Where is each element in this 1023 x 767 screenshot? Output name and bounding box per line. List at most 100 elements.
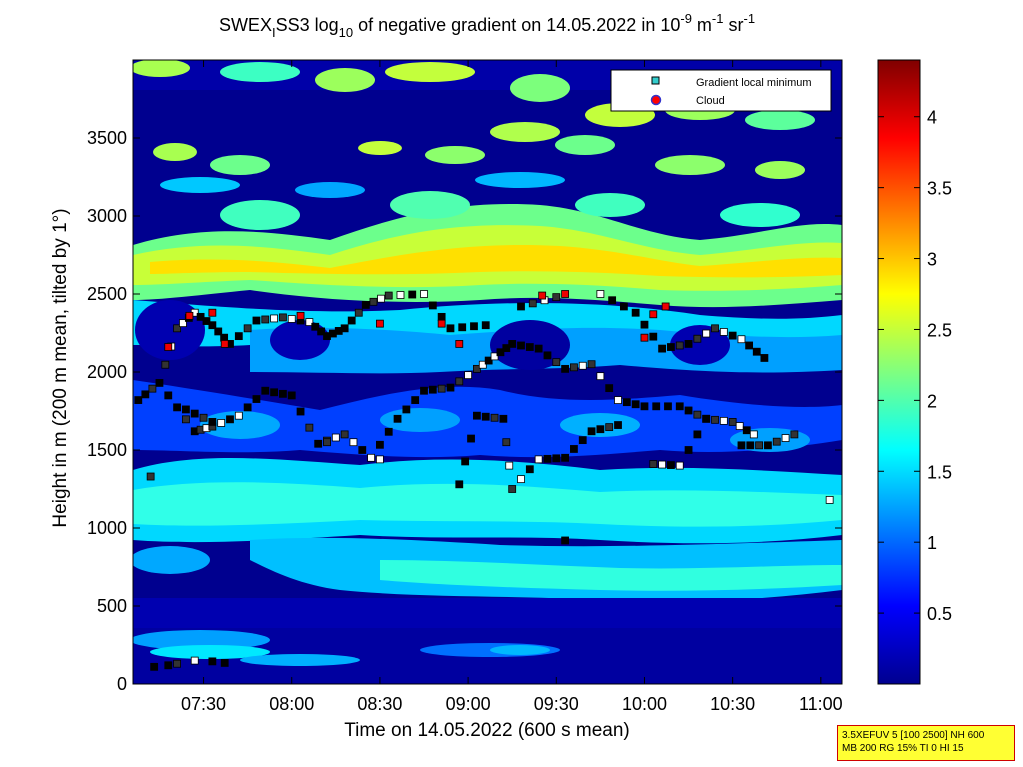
gradient-minimum-marker (141, 390, 150, 399)
gradient-minimum-marker (790, 430, 799, 439)
title-sub-10: 10 (339, 25, 353, 40)
gradient-minimum-marker (640, 320, 649, 329)
gradient-minimum-marker (396, 291, 405, 299)
gradient-minimum-marker (252, 316, 261, 325)
colorbar-tick-label: 2 (927, 391, 937, 411)
gradient-minimum-marker (745, 341, 754, 350)
chart-title: SWEXISS3 log10 of negative gradient on 1… (219, 11, 755, 40)
gradient-minimum-marker (411, 396, 420, 404)
gradient-minimum-marker (458, 323, 467, 332)
gradient-minimum-marker (772, 437, 781, 446)
gradient-minimum-marker (473, 411, 481, 420)
gradient-minimum-marker (728, 418, 737, 426)
gradient-minimum-marker (711, 324, 719, 333)
gradient-minimum-marker (719, 328, 728, 336)
title-exp1: -9 (680, 11, 692, 26)
x-tick-label: 09:30 (534, 694, 579, 714)
title-mid: SS3 log (276, 15, 339, 35)
gradient-minimum-marker (702, 414, 711, 423)
gradient-minimum-marker (552, 293, 561, 302)
gradient-minimum-marker (496, 348, 505, 357)
gradient-minimum-marker (658, 460, 667, 469)
gradient-minimum-marker (420, 386, 428, 395)
gradient-minimum-marker (437, 384, 446, 393)
legend-box (610, 69, 832, 112)
gradient-minimum-marker (508, 485, 517, 493)
gradient-minimum-marker (525, 465, 534, 474)
y-tick-label: 3000 (87, 206, 127, 226)
gradient-minimum-marker (196, 312, 205, 321)
gradient-minimum-marker (164, 661, 173, 670)
gradient-minimum-marker (622, 398, 631, 407)
gradient-minimum-marker (578, 361, 587, 370)
cloud-marker (561, 290, 570, 298)
title-sub-i: I (272, 25, 276, 40)
gradient-minimum-marker (252, 395, 261, 403)
gradient-minimum-marker (164, 391, 173, 400)
gradient-minimum-marker (619, 302, 628, 311)
gradient-minimum-marker (190, 409, 199, 418)
title-post: of negative gradient on 14.05.2022 in 10 (353, 15, 680, 35)
gradient-minimum-marker (702, 329, 711, 338)
title-unit2: sr (723, 15, 743, 35)
gradient-minimum-marker (517, 341, 525, 350)
gradient-minimum-marker (825, 496, 834, 504)
x-tick-label: 07:30 (181, 694, 226, 714)
gradient-minimum-marker (561, 536, 570, 545)
gradient-minimum-marker (349, 438, 358, 447)
gradient-minimum-marker (287, 391, 296, 400)
gradient-minimum-marker (305, 423, 314, 432)
gradient-minimum-marker (693, 334, 702, 343)
y-tick-label: 2000 (87, 362, 127, 382)
gradient-minimum-marker (684, 446, 693, 454)
gradient-minimum-marker (552, 454, 561, 463)
gradient-minimum-marker (631, 400, 640, 409)
heatmap-surface-layer (133, 598, 842, 684)
legend-marker-minimum (651, 76, 660, 85)
y-tick-label: 1000 (87, 518, 127, 538)
gradient-minimum-marker (502, 438, 511, 447)
gradient-minimum-marker (605, 384, 614, 393)
gradient-minimum-marker (261, 386, 270, 395)
gradient-minimum-marker (640, 402, 649, 411)
gradient-minimum-marker (649, 460, 658, 468)
gradient-minimum-marker (455, 377, 464, 386)
gradient-minimum-marker (587, 427, 596, 436)
x-axis: 07:30 08:00 08:30 09:00 09:30 10:00 10:30 11:00 (181, 60, 843, 714)
gradient-minimum-marker (243, 403, 252, 412)
gradient-minimum-marker (261, 315, 270, 324)
gradient-minimum-marker (667, 461, 675, 469)
cloud-marker (640, 333, 649, 342)
gradient-minimum-marker (134, 396, 143, 404)
gradient-minimum-marker (517, 302, 525, 311)
gradient-minimum-marker (481, 321, 490, 330)
y-axis-label: Height in m (200 m mean, tilted by 1°) (50, 208, 71, 527)
gradient-minimum-marker (675, 402, 684, 411)
gradient-minimum-marker (179, 319, 187, 328)
gradient-minimum-marker (478, 360, 487, 369)
colorbar-tick-label: 1.5 (927, 462, 952, 482)
x-axis-label: Time on 14.05.2022 (600 s mean) (344, 720, 630, 741)
gradient-minimum-marker (528, 299, 537, 308)
gradient-minimum-marker (437, 312, 446, 321)
cloud-marker (455, 340, 464, 348)
gradient-minimum-marker (173, 403, 181, 412)
gradient-minimum-marker (464, 371, 472, 380)
y-tick-label: 1500 (87, 440, 127, 460)
gradient-minimum-marker (675, 461, 684, 470)
x-tick-label: 08:30 (357, 694, 402, 714)
gradient-minimum-marker (693, 410, 702, 419)
gradient-minimum-marker (376, 440, 384, 449)
y-tick-label: 3500 (87, 128, 127, 148)
y-tick-label: 500 (97, 596, 127, 616)
gradient-minimum-marker (173, 659, 181, 668)
gradient-minimum-marker (561, 453, 570, 462)
gradient-minimum-marker (517, 475, 525, 484)
colorbar-tick-label: 2.5 (927, 320, 952, 340)
gradient-minimum-marker (746, 441, 755, 450)
cloud-marker (538, 291, 547, 300)
gradient-minimum-marker (420, 290, 428, 298)
gradient-minimum-marker (217, 419, 226, 427)
gradient-minimum-marker (234, 332, 243, 341)
gradient-minimum-marker (461, 457, 470, 466)
